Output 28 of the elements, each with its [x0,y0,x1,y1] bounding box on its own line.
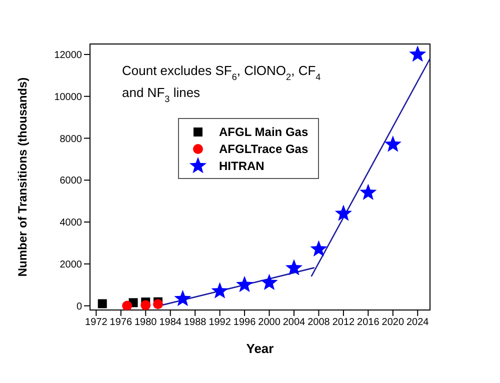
x-tick-label: 1976 [110,317,132,328]
y-tick-label: 6000 [60,176,82,187]
y-tick-label: 8000 [60,134,82,145]
y-axis-title: Number of Transitions (thousands) [15,77,30,277]
x-tick-label: 1980 [134,317,158,328]
x-tick-label: 2020 [382,317,404,328]
x-tick-label: 1984 [159,317,182,328]
legend-label: AFGL Main Gas [219,124,308,138]
y-tick-label: 12000 [54,50,82,62]
x-tick-label: 2000 [258,317,281,328]
annotation: Count excludes SF$_{6}$, ClONO$_{2}$, CF$_{4}$ [122,63,321,82]
x-tick-label: 1972 [85,317,108,328]
x-tick-label: 1988 [184,317,207,328]
y-tick-label: 4000 [60,218,82,229]
x-axis-title: Year [246,341,274,356]
x-tick-label: 2008 [308,317,330,328]
y-tick-label: 0 [76,301,82,312]
legend-label: HITRAN [219,158,264,172]
x-tick-label: 2004 [282,317,306,328]
annotation: and NF$_{3}$ lines [122,85,201,104]
x-tick-label: 2016 [357,317,380,328]
x-tick-label: 2024 [406,317,430,328]
x-tick-label: 2012 [332,317,356,328]
x-tick-label: 1992 [208,317,232,328]
x-tick-label: 1996 [233,317,256,328]
legend-label: AFGLTrace Gas [219,142,308,156]
y-tick-label: 2000 [60,259,82,270]
y-tick-label: 10000 [54,92,82,103]
